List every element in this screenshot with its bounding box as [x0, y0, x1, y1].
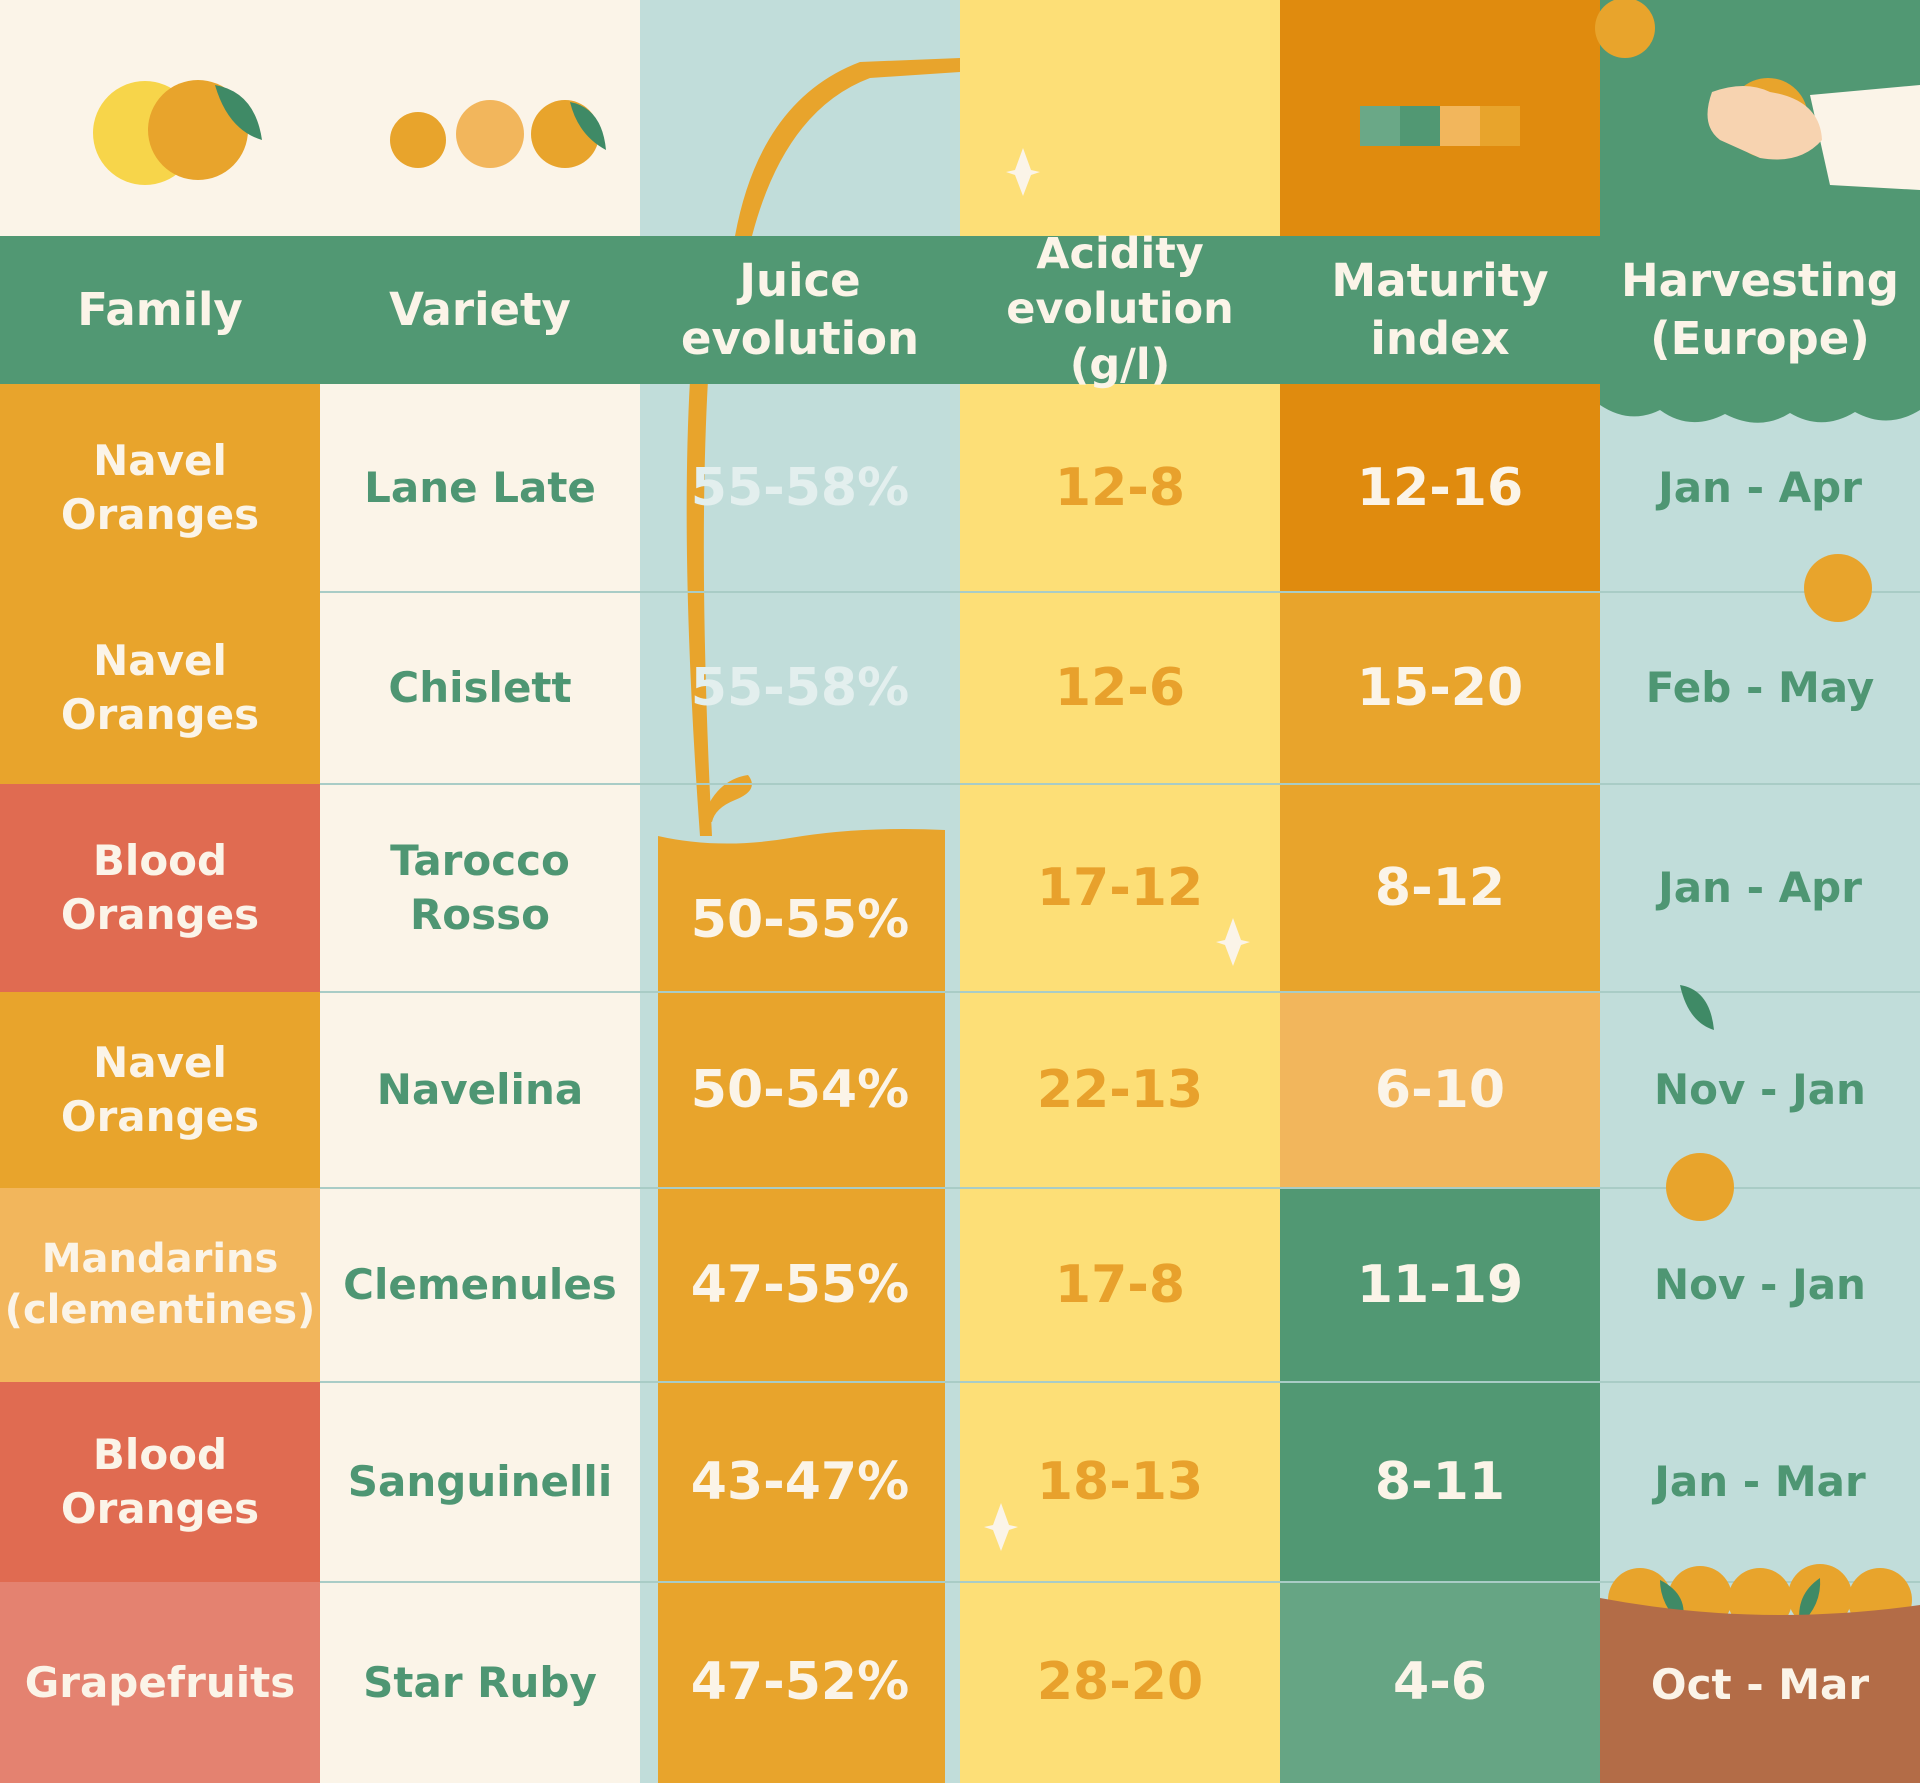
row-variety: Tarocco Rosso [390, 836, 570, 939]
row-juice: 55-58% [690, 657, 910, 718]
row-harvesting: Jan - Apr [1658, 863, 1862, 913]
row-family: Navel Oranges [60, 436, 260, 539]
row-juice: 43-47% [690, 1451, 910, 1512]
row-family: Blood Oranges [60, 1430, 260, 1533]
header-juice-evolution: Juice evolution [680, 254, 920, 365]
row-juice: 50-54% [690, 1059, 910, 1120]
row-variety: Sanguinelli [347, 1457, 613, 1507]
header-maturity-index: Maturity index [1331, 254, 1549, 365]
row-maturity: 6-10 [1374, 1059, 1506, 1120]
row-acidity: 18-13 [1036, 1451, 1204, 1512]
header-acidity-evolution: Acidity evolution (g/l) [1006, 229, 1234, 390]
row-acidity: 12-8 [1054, 457, 1186, 518]
row-variety: Navelina [376, 1065, 584, 1115]
row-maturity: 8-11 [1374, 1451, 1506, 1512]
row-acidity: 17-8 [1054, 1254, 1186, 1315]
row-maturity: 11-19 [1356, 1254, 1524, 1315]
row-variety: Clemenules [343, 1260, 617, 1310]
header-variety: Variety [389, 283, 571, 337]
row-juice: 47-52% [690, 1652, 910, 1713]
header-family: Family [77, 283, 243, 337]
row-family: Navel Oranges [60, 636, 260, 739]
row-acidity: 12-6 [1054, 657, 1186, 718]
row-harvesting: Nov - Jan [1654, 1065, 1866, 1115]
row-family: Navel Oranges [60, 1038, 260, 1141]
row-juice: 47-55% [690, 1254, 910, 1315]
row-maturity: 12-16 [1356, 457, 1524, 518]
row-harvesting: Oct - Mar [1650, 1660, 1870, 1710]
row-acidity: 28-20 [1036, 1652, 1204, 1713]
row-harvesting: Jan - Mar [1654, 1457, 1866, 1507]
row-family: Mandarins (clementines) [4, 1235, 316, 1333]
row-variety: Lane Late [364, 463, 596, 513]
row-maturity: 15-20 [1356, 657, 1524, 718]
row-family: Grapefruits [24, 1657, 296, 1707]
row-variety: Chislett [388, 663, 572, 713]
row-maturity: 4-6 [1393, 1652, 1487, 1713]
row-acidity: 22-13 [1036, 1059, 1204, 1120]
header-harvesting: Harvesting (Europe) [1620, 254, 1900, 365]
row-acidity: 17-12 [1036, 857, 1204, 918]
row-maturity: 8-12 [1374, 857, 1506, 918]
row-family: Blood Oranges [60, 836, 260, 939]
row-harvesting: Jan - Apr [1658, 463, 1862, 513]
row-variety: Star Ruby [363, 1657, 597, 1707]
row-harvesting: Nov - Jan [1654, 1260, 1866, 1310]
row-harvesting: Feb - May [1645, 663, 1875, 713]
row-juice: 50-55% [690, 889, 910, 950]
row-juice: 55-58% [690, 457, 910, 518]
